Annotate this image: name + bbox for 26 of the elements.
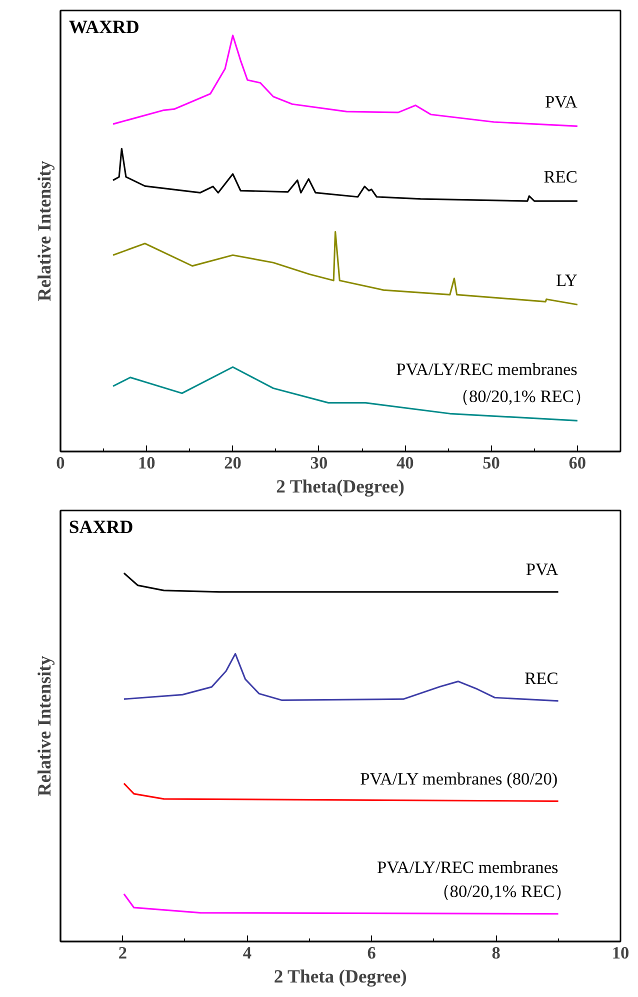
series-label: PVA/LY/REC membranes （80/20,1% REC） bbox=[376, 858, 572, 901]
x-tick-label: 30 bbox=[310, 454, 328, 472]
y-axis-title: Relative Intensity bbox=[34, 160, 56, 302]
x-tick-label: 10 bbox=[138, 454, 156, 472]
x-tick-label: 2 bbox=[118, 944, 128, 962]
x-tick-label: 10 bbox=[612, 944, 630, 962]
x-axis-title: 2 Theta(Degree) bbox=[276, 476, 404, 498]
series-label: REC bbox=[544, 167, 578, 186]
series-label: PVA bbox=[526, 560, 559, 580]
x-tick-label: 60 bbox=[568, 454, 586, 472]
series-label: PVA/LY membranes (80/20) bbox=[360, 769, 558, 788]
x-tick-label: 6 bbox=[367, 944, 376, 962]
chart-title: WAXRD bbox=[68, 17, 140, 38]
series-label: REC bbox=[524, 669, 558, 688]
series-label: LY bbox=[556, 271, 578, 290]
y-axis-title: Relative Intensity bbox=[34, 655, 56, 796]
x-tick-label: 50 bbox=[482, 454, 500, 472]
x-tick-label: 4 bbox=[242, 944, 252, 962]
x-tick-label: 20 bbox=[224, 454, 242, 472]
chart-title: SAXRD bbox=[68, 516, 134, 538]
x-tick-label: 40 bbox=[396, 454, 414, 472]
x-tick-label: 0 bbox=[56, 454, 65, 472]
x-tick-label: 8 bbox=[492, 944, 501, 962]
series-label: PVA bbox=[544, 92, 578, 112]
x-axis-title: 2 Theta (Degree) bbox=[274, 966, 407, 988]
series-label: PVA/LY/REC membranes （80/20,1% REC） bbox=[396, 360, 591, 406]
